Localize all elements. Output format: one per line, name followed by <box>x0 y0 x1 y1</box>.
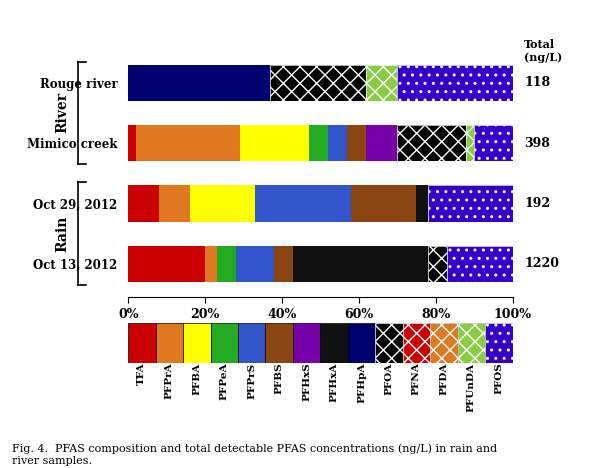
Bar <box>205 246 216 282</box>
Bar <box>397 125 467 161</box>
Bar <box>293 246 428 282</box>
Bar <box>255 185 351 222</box>
Bar <box>238 323 265 363</box>
Bar <box>485 323 513 363</box>
Bar <box>403 323 430 363</box>
Bar <box>328 125 347 161</box>
Bar <box>216 246 236 282</box>
Bar <box>128 323 156 363</box>
Text: Total
(ng/L): Total (ng/L) <box>524 39 563 63</box>
Text: 1220: 1220 <box>524 257 559 271</box>
Bar <box>467 125 474 161</box>
Text: PFBS: PFBS <box>275 363 284 395</box>
Text: PFDA: PFDA <box>439 363 448 395</box>
Bar <box>128 65 271 101</box>
Bar <box>474 125 513 161</box>
Bar <box>156 323 183 363</box>
Text: PFUnDA: PFUnDA <box>467 363 476 412</box>
Text: PFNA: PFNA <box>412 363 421 395</box>
Bar <box>458 323 485 363</box>
Bar <box>265 323 293 363</box>
Bar <box>347 125 367 161</box>
Bar <box>271 65 367 101</box>
Bar <box>430 323 458 363</box>
Bar <box>274 246 293 282</box>
Bar <box>159 185 190 222</box>
Text: River: River <box>56 93 70 133</box>
Bar <box>430 323 458 363</box>
Text: 192: 192 <box>524 197 550 210</box>
Bar <box>321 323 348 363</box>
Bar <box>474 125 513 161</box>
Bar <box>447 246 513 282</box>
Bar <box>485 323 513 363</box>
Bar <box>128 185 159 222</box>
Bar <box>351 185 417 222</box>
Bar <box>236 246 274 282</box>
Bar <box>367 65 397 101</box>
Bar <box>128 125 136 161</box>
Bar <box>417 185 428 222</box>
Bar <box>428 185 513 222</box>
Bar <box>428 246 447 282</box>
Text: PFHpA: PFHpA <box>357 363 366 403</box>
Bar <box>128 246 205 282</box>
Text: Rain: Rain <box>56 216 70 252</box>
Bar <box>293 323 321 363</box>
Text: TFA: TFA <box>137 363 147 385</box>
Bar <box>348 323 375 363</box>
Bar <box>428 185 513 222</box>
Text: 398: 398 <box>524 137 550 150</box>
Bar <box>458 323 485 363</box>
Bar <box>403 323 430 363</box>
Bar <box>367 65 397 101</box>
Bar <box>467 125 474 161</box>
Bar <box>375 323 403 363</box>
Bar <box>136 125 240 161</box>
Bar <box>397 65 513 101</box>
Bar <box>309 125 328 161</box>
Bar <box>428 246 447 282</box>
Text: PFOS: PFOS <box>494 363 504 395</box>
Bar <box>240 125 309 161</box>
Bar <box>271 65 367 101</box>
Bar <box>183 323 210 363</box>
Bar <box>190 185 255 222</box>
Text: PFPeA: PFPeA <box>220 363 229 400</box>
Text: PFHxS: PFHxS <box>302 363 311 402</box>
Text: PFHxA: PFHxA <box>330 363 339 402</box>
Bar <box>367 125 397 161</box>
Bar <box>210 323 238 363</box>
Bar <box>397 65 513 101</box>
Bar <box>397 125 467 161</box>
Text: PFPrA: PFPrA <box>165 363 174 399</box>
Text: PFBA: PFBA <box>193 363 201 395</box>
Bar <box>447 246 513 282</box>
Bar <box>375 323 403 363</box>
Text: PFOA: PFOA <box>384 363 393 395</box>
Text: Fig. 4.  PFAS composition and total detectable PFAS concentrations (ng/L) in rai: Fig. 4. PFAS composition and total detec… <box>12 444 497 466</box>
Text: PFPrS: PFPrS <box>247 363 256 399</box>
Text: 118: 118 <box>524 76 550 89</box>
